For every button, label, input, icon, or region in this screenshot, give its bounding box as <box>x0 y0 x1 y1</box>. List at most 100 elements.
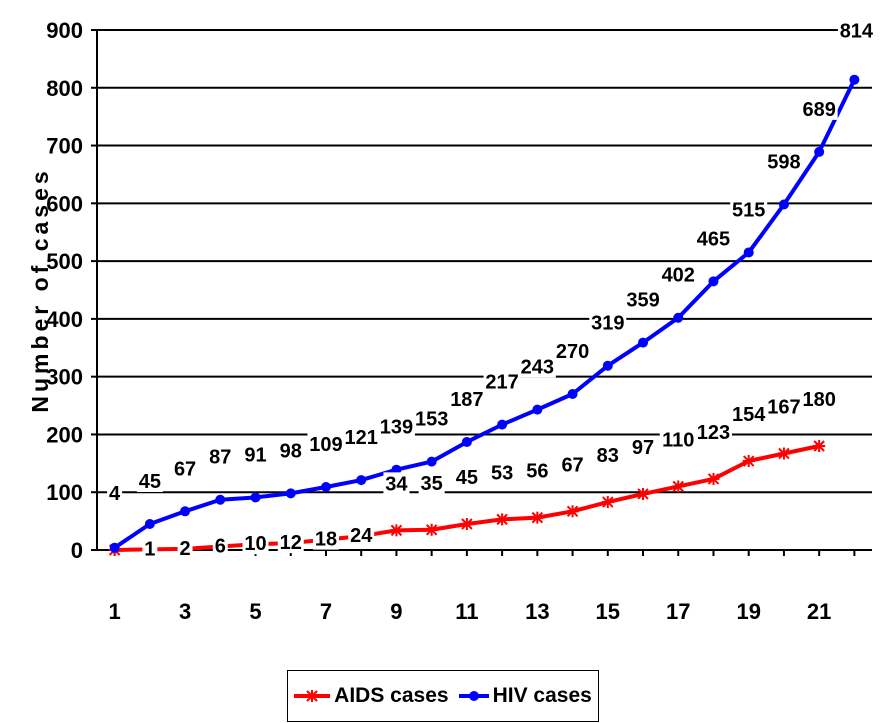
aids-data-label-bg <box>383 472 410 495</box>
aids-data-label: 123 <box>697 422 730 444</box>
hiv-data-label: 4 <box>109 483 121 505</box>
hiv-point <box>778 199 789 210</box>
aids-data-label-bg <box>489 461 516 484</box>
series-lines <box>108 74 860 556</box>
aids-data-label: 45 <box>456 467 478 489</box>
hiv-data-label: 598 <box>767 151 800 173</box>
aids-point <box>425 523 438 536</box>
aids-point <box>707 472 720 485</box>
aids-point-stroke <box>390 524 403 537</box>
x-tick-label: 9 <box>390 599 402 624</box>
y-tick-labels: 0 100 200 300 400 500 600 700 800 900 <box>46 18 83 563</box>
hiv-series-line <box>113 78 857 550</box>
hiv-data-label-bg <box>659 263 697 286</box>
aids-point-stroke <box>742 455 755 467</box>
aids-point-stroke <box>461 518 473 530</box>
hiv-data-label: 814 <box>840 21 874 43</box>
hiv-data-label: 45 <box>139 471 161 493</box>
hiv-point <box>250 492 261 503</box>
legend-item-aids: AIDS cases <box>294 684 449 708</box>
hiv-point <box>109 542 120 553</box>
hiv-data-label: 87 <box>209 447 231 469</box>
hiv-data-label: 689 <box>802 99 835 121</box>
x-tick-label: 19 <box>736 599 760 624</box>
aids-data-label: 83 <box>597 445 619 467</box>
hiv-data-label-bg <box>136 470 163 492</box>
hiv-point <box>426 456 437 467</box>
gridlines <box>97 29 872 494</box>
hiv-data-label: 243 <box>521 357 554 379</box>
hiv-data-label: 91 <box>244 444 266 466</box>
hiv-data-label: 515 <box>732 199 765 221</box>
hiv-data-label: 187 <box>450 389 483 411</box>
aids-data-label-bg <box>212 534 228 557</box>
aids-data-label-bg <box>694 420 732 443</box>
axes <box>91 29 872 556</box>
aids-point-stroke <box>602 496 614 508</box>
aids-point <box>637 487 650 500</box>
y-tick-label: 600 <box>46 191 83 216</box>
aids-data-label-bg <box>242 532 269 555</box>
x-tick-label: 5 <box>249 599 261 624</box>
hiv-data-label-bg <box>277 439 304 462</box>
hiv-data-label-bg <box>694 227 732 250</box>
aids-data-label: 67 <box>561 454 583 476</box>
aids-data-label: 154 <box>732 404 766 426</box>
aids-data-label: 53 <box>491 462 513 484</box>
y-tick-label: 900 <box>46 18 83 43</box>
aids-data-label-bg <box>524 459 551 482</box>
aids-data-label: 34 <box>385 473 408 495</box>
x-tick-label: 3 <box>179 599 191 624</box>
aids-data-label-bg <box>800 388 838 410</box>
aids-data-label-bg <box>659 428 697 451</box>
hiv-point <box>215 494 226 505</box>
aids-point <box>777 447 790 460</box>
hiv-point <box>320 482 331 493</box>
hiv-point <box>356 475 367 486</box>
aids-data-label: 56 <box>526 461 548 483</box>
aids-data-label: 6 <box>215 536 226 558</box>
hiv-data-label: 121 <box>345 427 378 449</box>
aids-data-label: 97 <box>632 437 654 459</box>
hiv-data-label: 217 <box>485 372 518 394</box>
y-tick-label: 200 <box>46 422 83 447</box>
hiv-data-label-bg <box>483 370 521 393</box>
hiv-data-label-bg <box>837 19 875 42</box>
hiv-data-label: 359 <box>626 290 659 312</box>
aids-point-stroke <box>707 473 720 485</box>
hiv-data-label-bg <box>800 97 838 120</box>
legend-label-hiv: HIV cases <box>492 684 592 707</box>
aids-point <box>601 496 614 509</box>
y-tick-label: 300 <box>46 365 83 390</box>
aids-data-label-bg <box>142 537 158 560</box>
hiv-point <box>285 488 296 499</box>
aids-point <box>813 440 826 452</box>
aids-data-label-bg <box>277 531 304 554</box>
aids-data-label-bg <box>765 395 803 418</box>
aids-data-label-bg <box>453 466 480 488</box>
aids-data-label-bg <box>348 524 375 547</box>
hiv-point <box>461 436 472 447</box>
x-tick-label: 11 <box>455 599 478 624</box>
hiv-point <box>743 247 754 258</box>
aids-data-label: 10 <box>244 533 266 555</box>
hiv-data-label-bg <box>589 311 627 334</box>
y-tick-label: 0 <box>71 538 83 563</box>
aids-data-label: 12 <box>280 532 302 554</box>
hiv-point <box>673 312 684 323</box>
aids-data-label: 180 <box>802 389 835 411</box>
y-tick-label: 400 <box>46 307 83 332</box>
hiv-data-label: 67 <box>174 458 196 480</box>
hiv-point <box>391 464 402 475</box>
hiv-data-label: 153 <box>415 409 448 431</box>
hiv-data-label-bg <box>207 445 234 468</box>
hiv-data-label-bg <box>448 387 486 410</box>
hiv-data-label: 465 <box>697 228 730 250</box>
aids-point-stroke <box>425 524 438 536</box>
y-tick-label: 800 <box>46 76 83 101</box>
aids-data-label-bg <box>177 536 193 559</box>
x-tick-label: 1 <box>108 599 120 624</box>
aids-point-stroke <box>496 513 508 526</box>
